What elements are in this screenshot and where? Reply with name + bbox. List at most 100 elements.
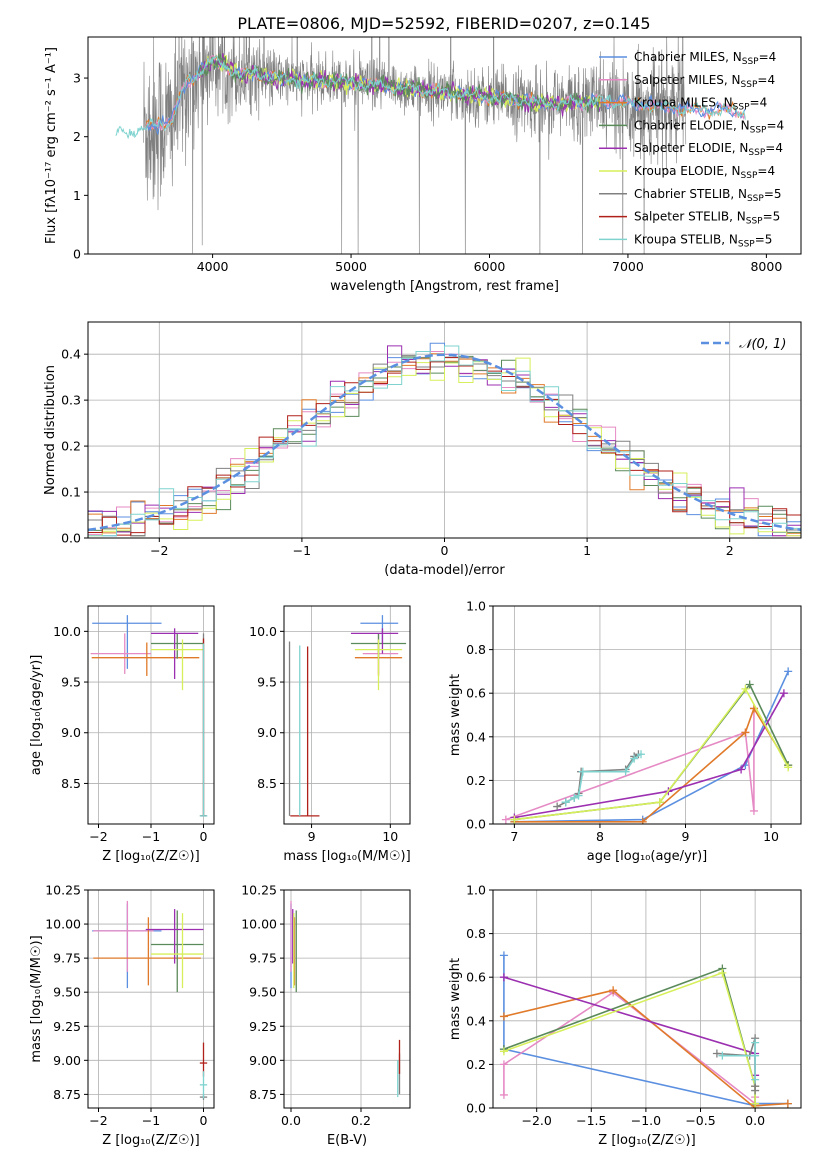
massweight_vs_age-xtick-label-2: 9 — [682, 829, 690, 844]
mass_vs_Z-ytick-label-2: 9.25 — [53, 1019, 81, 1034]
massweight_vs_Z-ytick-label-1: 0.2 — [466, 1057, 486, 1072]
age_vs_Z-plot-area — [90, 615, 208, 817]
residuals-xlabel: (data-model)/error — [384, 563, 505, 578]
residuals-legend: 𝒩(0, 1) — [701, 337, 786, 352]
figure-title: PLATE=0806, MJD=52592, FIBERID=0207, z=0… — [237, 14, 650, 33]
legend-label-8: Kroupa STELIB, NSSP=5 — [634, 232, 772, 249]
massweight_vs_Z-series-7 — [722, 1042, 756, 1080]
legend-label-0: Chabrier MILES, NSSP=4 — [634, 50, 776, 67]
mass_vs_Z-xtick-label-2: 0 — [200, 1113, 208, 1128]
massweight_vs_Z-marker-5-1 — [718, 968, 727, 977]
spectrum-ytick-label-1: 1 — [73, 188, 81, 203]
massweight_vs_Z-ytick-label-4: 0.8 — [466, 926, 486, 941]
massweight_vs_age-ytick-label-0: 0.0 — [466, 817, 486, 832]
massweight_vs_Z-marker-7-1 — [751, 1051, 760, 1060]
spectrum-axes: 4000 5000 6000 7000 8000 0 1 2 3 wavelength [Angs… — [44, 36, 802, 294]
massweight_vs_age-marker-7-6 — [637, 750, 646, 759]
mass_vs_EBV-frame — [283, 889, 411, 1109]
mass_vs_EBV-ytick-label-2: 9.25 — [249, 1019, 277, 1034]
mass_vs_EBV-xtick-label-1: 0.2 — [351, 1113, 371, 1128]
legend-label-1: Salpeter MILES, NSSP=4 — [634, 73, 775, 90]
massweight_vs_Z-ytick-label-3: 0.6 — [466, 970, 486, 985]
mass_vs_EBV-ytick-label-1: 9.00 — [249, 1053, 277, 1068]
massweight_vs_age-marker-5-1 — [655, 798, 664, 807]
residuals-ytick-label-4: 0.4 — [61, 347, 81, 362]
age_vs_mass-ytick-label-1: 9.0 — [257, 725, 277, 740]
age_vs_Z-ylabel: age [log₁₀(age/yr)] — [29, 655, 44, 776]
massweight_vs_Z-axes: −2.0 −1.5 −1.0 −0.5 0.0 0.0 0.2 0.4 0.6 0.8 1.0 Z [… — [448, 883, 802, 1148]
mass_vs_Z-plot-area — [92, 900, 208, 1100]
massweight_vs_age-frame — [492, 605, 802, 825]
massweight_vs_Z-xtick-label-0: −2.0 — [522, 1113, 552, 1128]
mass_vs_Z-ylabel: mass [log₁₀(M/M☉)] — [29, 935, 44, 1062]
spectrum-xlabel: wavelength [Angstrom, rest frame] — [330, 279, 559, 294]
massweight_vs_Z-series-4 — [503, 976, 756, 1076]
age_vs_Z-xtick-label-0: −2 — [89, 829, 107, 844]
age_vs_Z-xtick-label-1: −1 — [142, 829, 160, 844]
mass_vs_EBV-xtick-label-0: 0.0 — [281, 1113, 301, 1128]
mass_vs_Z-ytick-label-4: 9.75 — [53, 951, 81, 966]
mass_vs_Z-xtick-label-0: −2 — [89, 1113, 107, 1128]
spectrum-plot-area — [115, 37, 746, 254]
residuals-axes: −2 −1 0 1 2 0.0 0.1 0.2 0.3 0.4 (data-model)/error… — [43, 321, 802, 578]
massweight_vs_Z-xtick-label-2: −1.0 — [631, 1113, 661, 1128]
hist-step-krou_elodie — [88, 357, 801, 537]
massweight_vs_Z-xtick-label-3: −0.5 — [685, 1113, 715, 1128]
mass_vs_EBV-plot-area — [290, 900, 401, 1098]
age_vs_mass-plot-area — [288, 615, 407, 817]
spectrum-xtick-label-2: 6000 — [474, 259, 506, 274]
massweight_vs_Z-ylabel: mass weight — [448, 958, 463, 1040]
massweight_vs_age-marker-6-0 — [553, 802, 562, 811]
mass_vs_EBV-axes: 0.0 0.2 8.75 9.00 9.25 9.50 9.75 10.00 10.25 E(B-… — [241, 883, 411, 1148]
massweight_vs_age-xlabel: age [log₁₀(age/yr)] — [587, 849, 708, 864]
mass_vs_Z-xtick-label-1: −1 — [142, 1113, 160, 1128]
spectrum-xtick-label-3: 7000 — [612, 259, 644, 274]
massweight_vs_age-marker-7-5 — [630, 754, 639, 763]
age_vs_mass-xtick-label-1: 10 — [382, 829, 398, 844]
age_vs_Z-ytick-label-0: 8.5 — [61, 776, 81, 791]
residuals-xtick-label-1: −1 — [293, 543, 311, 558]
massweight_vs_age-ytick-label-5: 1.0 — [466, 599, 486, 614]
age_vs_mass-xtick-label-0: 9 — [308, 829, 316, 844]
mass_vs_Z-ytick-label-1: 9.00 — [53, 1053, 81, 1068]
age_vs_mass-axes: 9 10 8.5 9.0 9.5 10.0 mass [log₁₀(M/M☉)] — [249, 605, 411, 864]
legend-label-6: Chabrier STELIB, NSSP=5 — [634, 187, 782, 204]
mass_vs_Z-ytick-label-3: 9.50 — [53, 985, 81, 1000]
mass_vs_EBV-ytick-label-3: 9.50 — [249, 985, 277, 1000]
mass_vs_Z-axes: −2 −1 0 8.75 9.00 9.25 9.50 9.75 10.00 10.25 Z [lo… — [29, 883, 215, 1148]
massweight_vs_Z-plot-area — [499, 951, 792, 1108]
massweight_vs_Z-marker-0-0 — [499, 951, 508, 960]
age_vs_mass-frame — [283, 605, 411, 825]
residuals-xtick-label-4: 2 — [726, 543, 734, 558]
massweight_vs_age-series-0 — [514, 671, 789, 823]
age_vs_mass-ytick-label-0: 8.5 — [257, 776, 277, 791]
legend-label-4: Salpeter ELODIE, NSSP=4 — [634, 141, 783, 158]
residuals-xtick-label-2: 0 — [441, 543, 449, 558]
massweight_vs_age-marker-7-3 — [578, 767, 587, 776]
massweight_vs_Z-ytick-label-2: 0.4 — [466, 1013, 486, 1028]
massweight_vs_Z-frame — [492, 889, 802, 1109]
age_vs_mass-ytick-label-3: 10.0 — [249, 624, 277, 639]
massweight_vs_Z-marker-2-4 — [783, 1099, 792, 1108]
mass_vs_Z-ytick-label-0: 8.75 — [53, 1087, 81, 1102]
massweight_vs_Z-marker-7-3 — [751, 1075, 760, 1084]
massweight_vs_age-series-1 — [505, 708, 755, 821]
massweight_vs_Z-xtick-label-4: 0.0 — [745, 1113, 765, 1128]
massweight_vs_age-marker-7-1 — [570, 793, 579, 802]
hist-step-krou_stelib — [88, 345, 801, 537]
age_vs_Z-ytick-label-3: 10.0 — [53, 624, 81, 639]
massweight_vs_age-series-5 — [514, 687, 789, 821]
massweight_vs_age-ylabel: mass weight — [448, 674, 463, 756]
age_vs_Z-xlabel: Z [log₁₀(Z/Z☉)] — [102, 849, 199, 864]
massweight_vs_age-marker-2-1 — [638, 817, 647, 824]
spectrum-model-line-chab_elodie — [198, 53, 601, 113]
massweight_vs_Z-marker-2-1 — [609, 986, 618, 995]
massweight_vs_age-ytick-label-4: 0.8 — [466, 642, 486, 657]
spectrum-xtick-label-4: 8000 — [750, 259, 782, 274]
massweight_vs_Z-xlabel: Z [log₁₀(Z/Z☉)] — [598, 1133, 695, 1148]
spectrum-ytick-label-3: 3 — [73, 71, 81, 86]
age_vs_Z-ytick-label-2: 9.5 — [61, 675, 81, 690]
mass_vs_Z-ytick-label-5: 10.00 — [45, 917, 81, 932]
massweight_vs_Z-xtick-label-1: −1.5 — [576, 1113, 606, 1128]
